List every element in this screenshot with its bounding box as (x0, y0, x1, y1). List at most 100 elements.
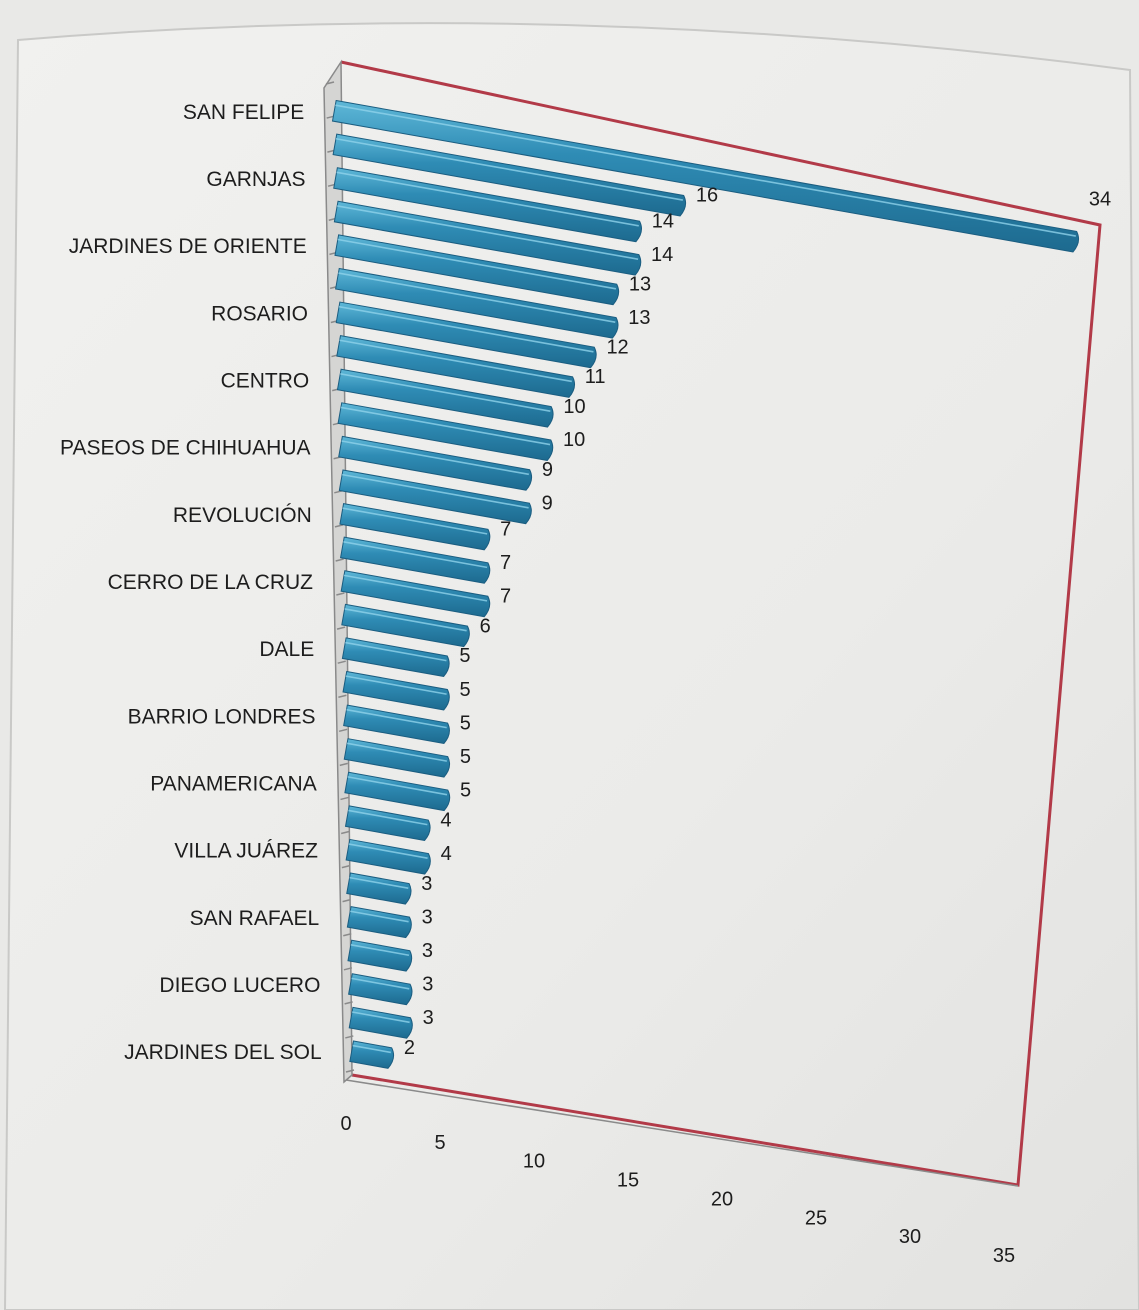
data-label: 3 (422, 906, 433, 928)
category-axis-tick (343, 967, 353, 971)
bar-highlight (350, 910, 409, 923)
category-axis-tick (336, 592, 345, 596)
category-label: JARDINES DE ORIENTE (69, 235, 307, 258)
data-label: 7 (500, 519, 511, 541)
bar-highlight (340, 406, 551, 446)
x-tick-label: 15 (617, 1170, 639, 1192)
bar-highlight (348, 843, 428, 859)
bar-highlight (335, 137, 684, 201)
x-tick-label: 25 (805, 1207, 827, 1229)
bar-highlight (338, 272, 616, 323)
data-label: 3 (423, 1007, 434, 1029)
paper-sheet (3, 22, 1139, 1310)
x-tick-label: 30 (899, 1226, 921, 1248)
x-tick-label: 10 (523, 1151, 545, 1173)
data-label: 14 (652, 210, 674, 232)
bar-highlight (335, 104, 1076, 237)
data-label: 12 (606, 336, 628, 358)
bar-highlight (344, 608, 467, 632)
category-label: SAN FELIPE (183, 101, 304, 124)
data-label: 2 (404, 1037, 415, 1059)
bar-highlight (350, 944, 410, 957)
bar-highlight (348, 809, 428, 826)
bar-highlight (347, 776, 448, 796)
category-label: SAN RAFAEL (190, 907, 320, 930)
bar-highlight (346, 742, 447, 762)
category-label: DIEGO LUCERO (159, 974, 320, 997)
bar-highlight (346, 708, 447, 729)
category-label: PASEOS DE CHIHUAHUA (60, 437, 311, 460)
bar-highlight (349, 876, 409, 889)
category-axis-tick (338, 728, 348, 733)
data-label: 13 (628, 307, 650, 329)
data-label: 5 (459, 645, 470, 667)
bar-highlight (345, 675, 447, 695)
data-label: 4 (440, 809, 451, 831)
category-label: JARDINES DEL SOL (124, 1041, 322, 1064)
category-axis-tick (342, 898, 351, 903)
data-label: 4 (441, 843, 452, 865)
data-label: 7 (500, 586, 511, 608)
bar-highlight (342, 507, 488, 535)
category-label: DALE (259, 638, 314, 661)
plot-frame (340, 60, 1102, 1187)
bar-highlight (352, 1044, 392, 1054)
bar-highlight (351, 977, 410, 990)
category-axis-tick (340, 830, 350, 835)
data-label: 6 (480, 615, 491, 637)
category-label: BARRIO LONDRES (128, 705, 316, 728)
x-tick-label: 0 (340, 1113, 351, 1135)
bar-highlight (342, 473, 529, 509)
category-axis-tick (338, 694, 347, 698)
category-axis-tick (335, 558, 344, 562)
bar-highlight (337, 238, 617, 290)
bar-highlight (336, 171, 639, 227)
data-label: 10 (563, 429, 585, 451)
category-axis-tick (345, 1069, 355, 1073)
category-label: VILLA JUÁREZ (174, 840, 318, 863)
bar-highlight (340, 373, 551, 412)
category-label: ROSARIO (211, 302, 308, 325)
category-label: REVOLUCIÓN (173, 504, 312, 527)
value-axis-line (345, 1079, 1019, 1187)
data-label: 3 (421, 873, 432, 895)
category-axis-tick (340, 796, 349, 801)
bar-highlight (343, 574, 488, 602)
data-label: 9 (542, 492, 553, 514)
x-tick-label: 35 (993, 1245, 1015, 1267)
bar-highlight (343, 540, 488, 569)
chart-root: 341614141313121110109977765555544333332S… (3, 22, 1139, 1310)
category-axis-tick (341, 864, 351, 869)
category-label: PANAMERICANA (150, 773, 316, 796)
category-axis-tick (325, 81, 335, 85)
data-label: 34 (1089, 189, 1111, 211)
data-label: 16 (696, 185, 718, 207)
category-label: CENTRO (221, 369, 310, 392)
data-label: 5 (460, 746, 471, 768)
x-tick-label: 5 (434, 1132, 445, 1154)
bar-highlight (338, 305, 594, 353)
category-label: CERRO DE LA CRUZ (108, 571, 314, 594)
bar-highlight (337, 205, 639, 260)
x-tick-label: 20 (711, 1188, 733, 1210)
category-axis-tick (334, 524, 344, 528)
category-axis-tick (339, 762, 348, 767)
category-axis-tick (343, 932, 352, 937)
bar-highlight (339, 339, 572, 383)
side-wall (323, 59, 353, 1084)
data-label: 14 (651, 244, 673, 266)
data-label: 9 (542, 459, 553, 481)
category-axis-tick (345, 1035, 354, 1039)
bar-highlight (351, 1011, 410, 1024)
data-label: 11 (585, 366, 606, 388)
category-axis-tick (344, 1001, 353, 1005)
category-axis-tick (336, 626, 346, 630)
category-axis-tick (337, 660, 346, 664)
bar-highlight (345, 641, 447, 662)
data-label: 5 (460, 779, 471, 801)
data-label: 10 (563, 396, 585, 418)
category-label: GARNJAS (206, 168, 305, 191)
data-label: 7 (500, 552, 511, 574)
data-label: 13 (629, 273, 651, 295)
